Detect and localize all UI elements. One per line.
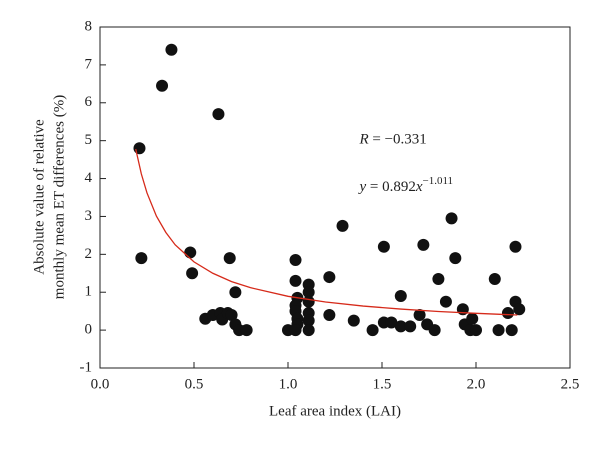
point [240, 324, 253, 337]
annotation-symbol: R [358, 132, 368, 148]
point [377, 240, 390, 253]
point [323, 308, 336, 321]
y-tick-label: 0 [85, 322, 93, 338]
x-tick-label: 0.5 [185, 376, 204, 392]
point [466, 312, 479, 325]
point [470, 324, 482, 337]
point [336, 219, 349, 232]
point [509, 240, 522, 253]
point [212, 108, 225, 121]
point [347, 314, 360, 327]
y-tick-label: 4 [85, 170, 93, 186]
y-tick-label: 5 [85, 132, 93, 148]
y-tick-label: 7 [85, 56, 93, 72]
point [366, 324, 379, 337]
point [492, 324, 505, 337]
point [432, 272, 445, 285]
y-tick-label: 2 [85, 246, 93, 262]
point [184, 246, 197, 259]
point [385, 316, 398, 329]
point [289, 324, 302, 337]
point [428, 324, 441, 337]
y-tick-label: -1 [80, 359, 93, 375]
point [394, 290, 407, 303]
annotation-var: x [415, 179, 423, 195]
point [513, 303, 526, 316]
fit-curve [135, 148, 518, 316]
x-tick-label: 1.5 [373, 376, 392, 392]
point [302, 295, 315, 308]
point [323, 271, 336, 284]
annotation-text: = −0.331 [369, 132, 427, 148]
point [439, 295, 452, 308]
y-axis-label: Absolute value of relative [31, 119, 47, 275]
annotation-exp: −1.011 [423, 175, 454, 187]
x-tick-label: 2.5 [561, 376, 580, 392]
annotation: R = −0.331 [358, 132, 426, 148]
x-axis-label: Leaf area index (LAI) [269, 403, 401, 419]
point [302, 286, 315, 299]
point [505, 324, 518, 337]
y-tick-label: 8 [85, 18, 93, 34]
point [223, 252, 236, 265]
point [449, 252, 462, 265]
point [302, 314, 315, 327]
point [445, 212, 458, 225]
x-tick-label: 2.0 [467, 376, 486, 392]
y-tick-label: 6 [85, 94, 93, 110]
plot-frame [99, 26, 571, 369]
point [289, 254, 302, 267]
x-tick-label: 0.0 [91, 376, 110, 392]
point [394, 320, 407, 333]
point [501, 307, 514, 320]
point [417, 238, 430, 251]
point [289, 274, 302, 287]
annotation: y = 0.892x−1.011 [357, 175, 453, 196]
y-axis-label: monthly mean ET differences (%) [51, 95, 67, 299]
point [135, 252, 148, 265]
point [302, 324, 315, 337]
annotation-text: = 0.892 [366, 179, 416, 195]
point [413, 308, 426, 321]
point [229, 286, 242, 299]
point [156, 79, 169, 92]
point [404, 320, 417, 333]
y-tick-label: 3 [85, 208, 93, 224]
point [186, 267, 199, 280]
point [133, 142, 146, 155]
x-tick-label: 1.0 [279, 376, 298, 392]
point [165, 43, 178, 56]
point [225, 308, 238, 321]
y-tick-label: 1 [85, 284, 93, 300]
point [488, 272, 501, 285]
annotation-symbol: y [357, 179, 366, 195]
